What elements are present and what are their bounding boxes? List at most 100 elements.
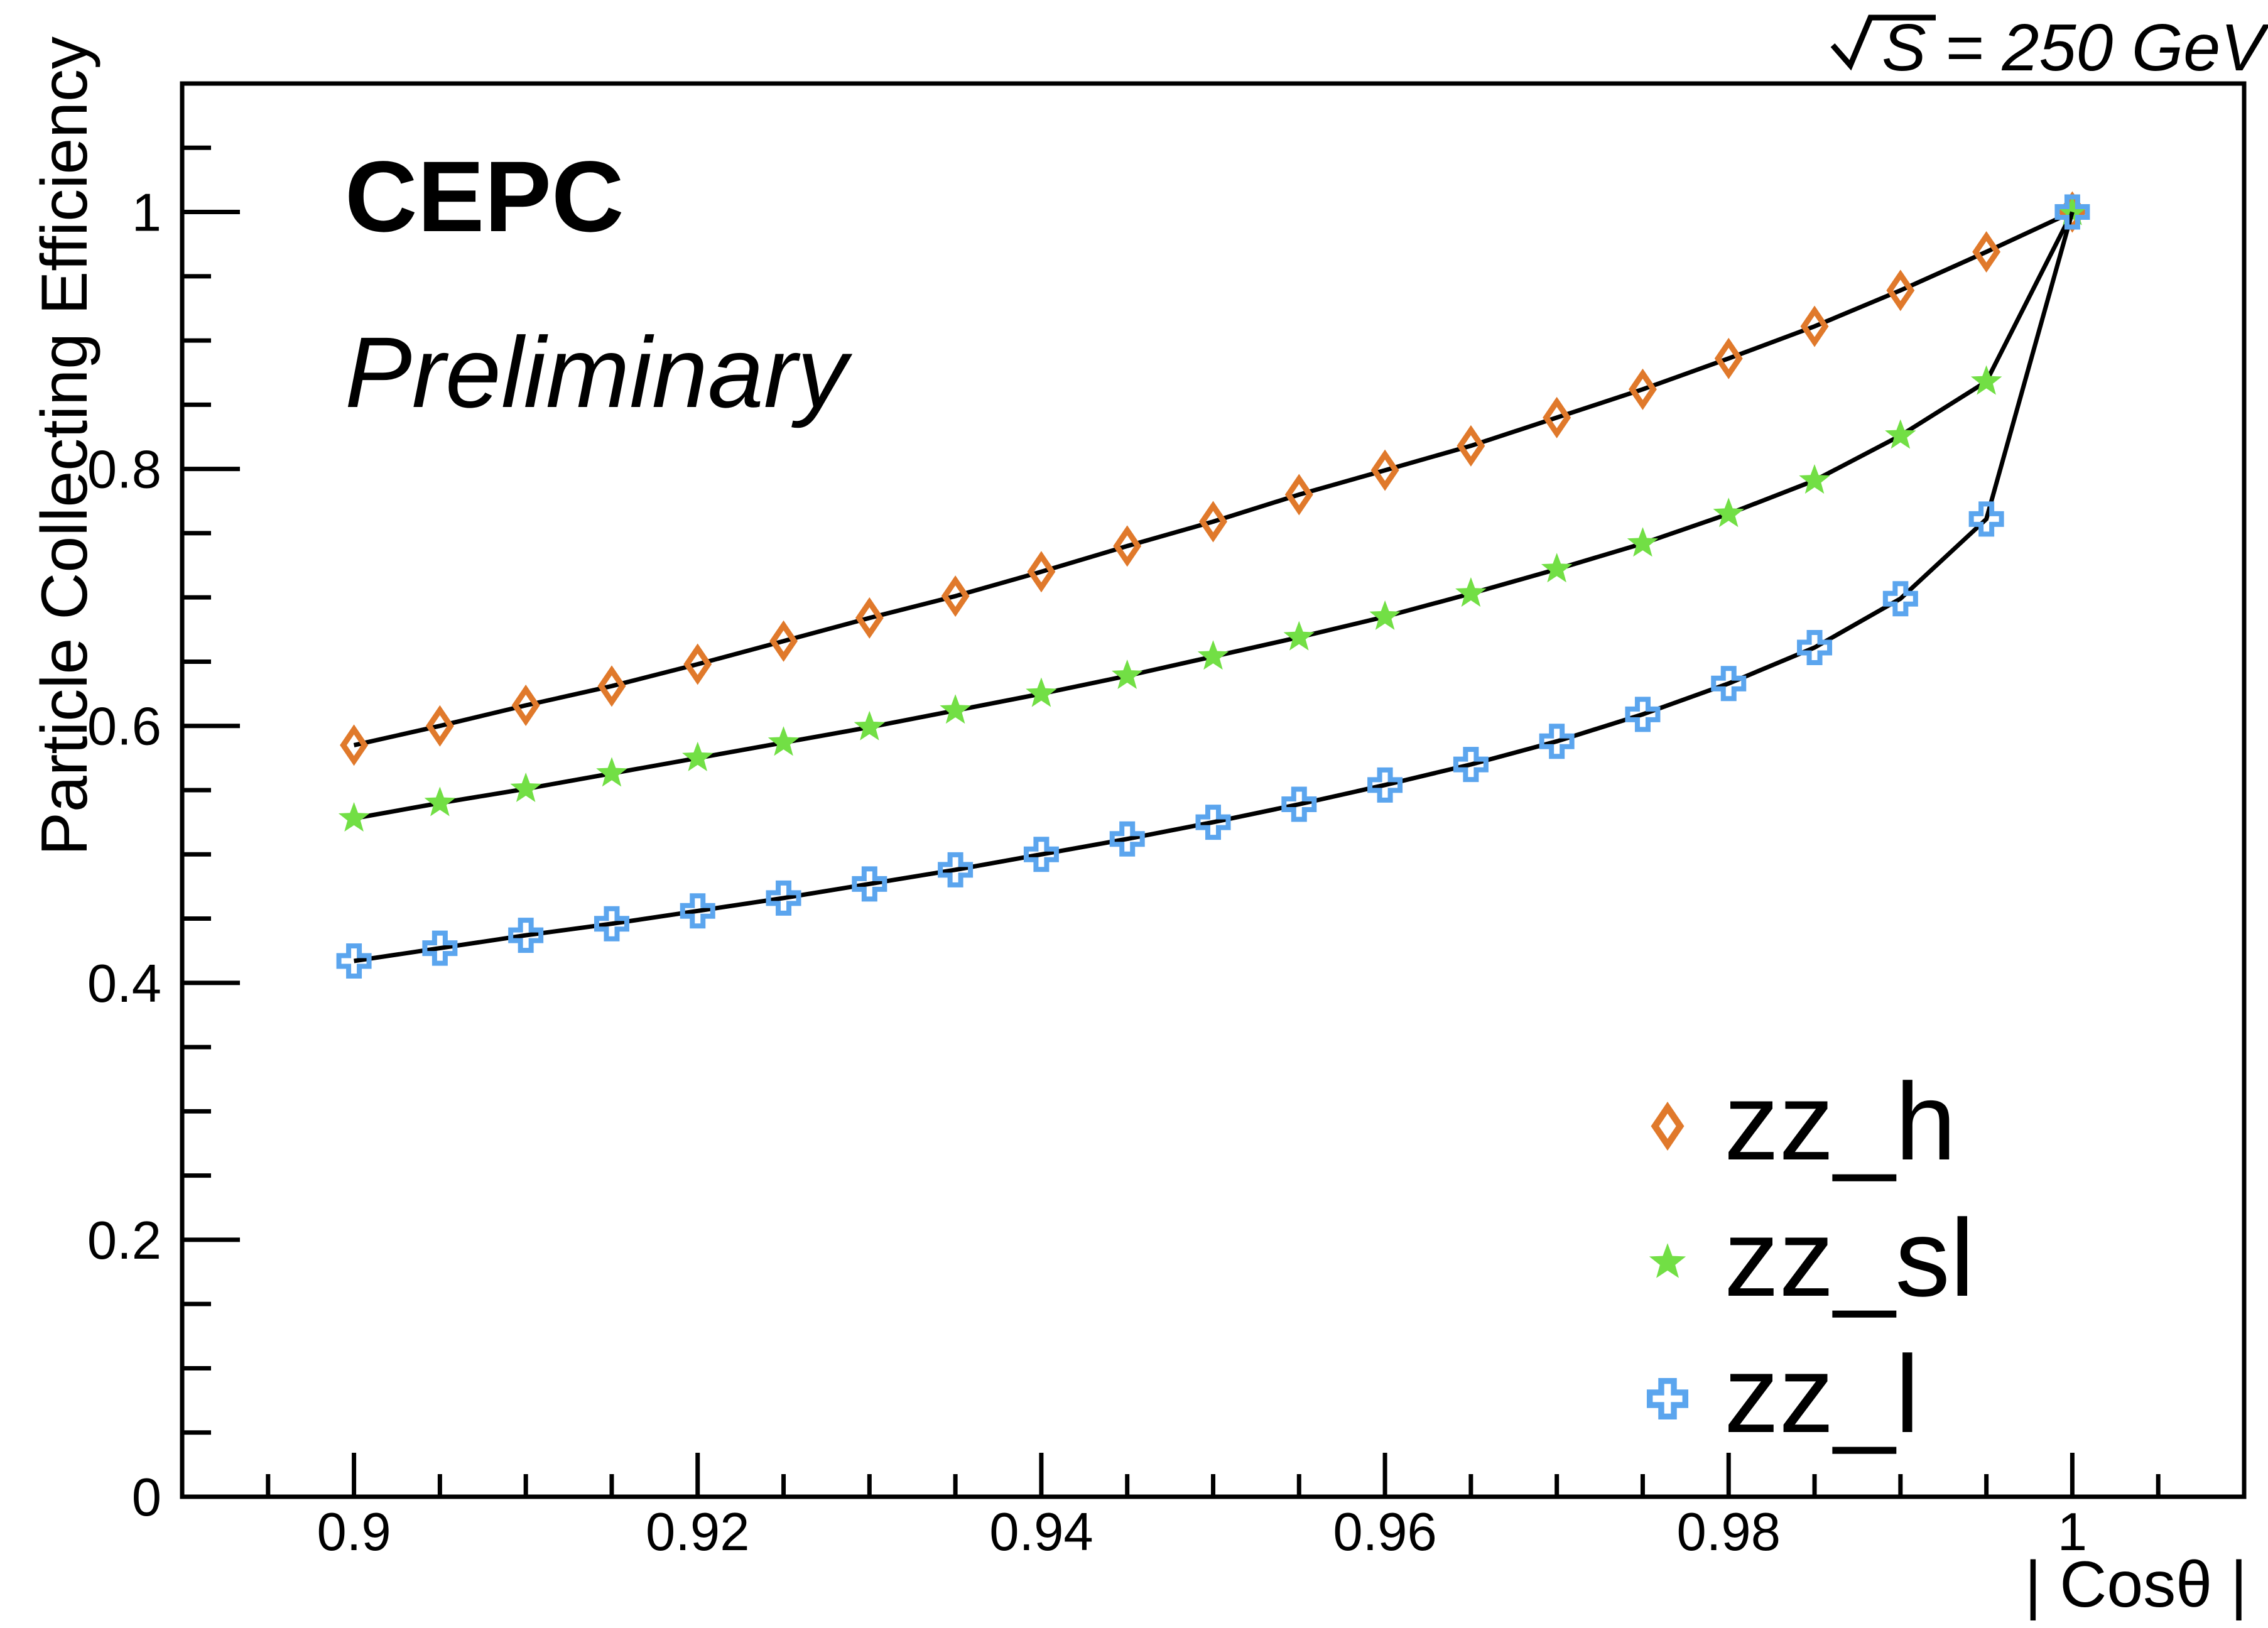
star-marker [854, 710, 886, 741]
x-tick-label: 0.92 [646, 1502, 749, 1562]
legend-item-zz_l: zz_l [1646, 1333, 1919, 1456]
y-tick-label: 0 [132, 1468, 161, 1528]
star-marker [1970, 365, 2002, 395]
open-cross-marker [1281, 786, 1317, 822]
open-diamond-marker [941, 575, 970, 617]
star-marker [1627, 527, 1659, 557]
open-diamond-marker [1113, 525, 1142, 567]
open-diamond-marker [855, 597, 884, 639]
legend-label: zz_h [1724, 1061, 1956, 1183]
star-icon [1649, 1243, 1686, 1278]
star-marker [1197, 640, 1229, 670]
open-cross-icon [1646, 1377, 1689, 1420]
open-diamond-marker [1370, 449, 1399, 491]
open-diamond-marker [1027, 551, 1056, 593]
open-diamond-marker [340, 724, 369, 766]
open-cross-marker [2054, 194, 2090, 230]
x-tick-label: 1 [2058, 1502, 2087, 1562]
series-zz_l [336, 194, 2090, 979]
series-line-zz_sl [353, 210, 2075, 821]
star-marker [682, 741, 713, 771]
open-diamond-marker [769, 620, 798, 662]
open-diamond-marker [425, 705, 454, 747]
open-cross-marker [1453, 747, 1489, 783]
open-diamond-marker [1714, 337, 1743, 379]
open-cross-marker [852, 866, 887, 902]
open-diamond-marker [1543, 396, 1571, 438]
legend-label: zz_sl [1724, 1197, 1975, 1320]
open-cross-marker [1646, 1377, 1689, 1420]
legend: zz_h zz_sl zz_l [1646, 1061, 1975, 1456]
y-axis: 0 0.2 0.4 0.6 0.8 1 [87, 145, 240, 1528]
energy-annotation-text: S = 250 GeV [1882, 11, 2268, 85]
star-marker [1799, 464, 1830, 494]
x-tick-label: 0.98 [1677, 1502, 1781, 1562]
open-diamond-marker [1886, 269, 1915, 312]
open-cross-marker [1711, 666, 1747, 702]
star-marker [596, 757, 627, 787]
y-tick-label: 0.4 [87, 954, 161, 1014]
open-diamond-marker [1651, 1102, 1685, 1151]
open-cross-marker [1539, 724, 1575, 759]
open-cross-marker [1797, 629, 1833, 665]
star-marker [2056, 195, 2088, 225]
open-diamond-marker [1284, 474, 1313, 516]
open-diamond-marker [1457, 425, 1485, 467]
open-cross-marker [422, 930, 458, 966]
x-tick-label: 0.9 [317, 1502, 391, 1562]
star-marker [1885, 419, 1916, 449]
data-series [336, 191, 2090, 979]
open-diamond-marker [1629, 368, 1657, 410]
open-cross-marker [1367, 767, 1403, 803]
star-marker [1026, 677, 1057, 707]
open-diamond-marker [511, 684, 540, 727]
plot-subtitle: Preliminary [345, 316, 853, 428]
open-diamond-marker [597, 665, 626, 707]
open-cross-marker [508, 918, 544, 953]
open-cross-marker [1023, 837, 1059, 872]
y-tick-label: 0.2 [87, 1211, 161, 1271]
series-line-zz_l [354, 211, 2075, 963]
star-marker [940, 694, 971, 724]
x-tick-label: 0.94 [989, 1502, 1093, 1562]
y-tick-label: 1 [132, 183, 161, 243]
open-diamond-marker [1199, 501, 1227, 543]
open-cross-marker [336, 943, 372, 979]
x-axis: 0.9 0.92 0.94 0.96 0.98 1 [266, 1453, 2161, 1562]
star-marker [1369, 600, 1401, 630]
open-diamond-marker [683, 643, 712, 685]
star-marker [1283, 621, 1315, 651]
star-marker [1713, 497, 1744, 528]
open-cross-marker [680, 893, 715, 929]
open-cross-marker [1968, 501, 2004, 537]
star-marker [1455, 577, 1487, 607]
y-tick-label: 0.8 [87, 440, 161, 500]
x-axis-title: | Cosθ | [2024, 1548, 2247, 1621]
series-zz_sl [338, 195, 2088, 832]
legend-label: zz_l [1724, 1333, 1919, 1456]
y-tick-label: 0.6 [87, 697, 161, 757]
open-diamond-icon [1651, 1102, 1685, 1151]
open-diamond-marker [1800, 305, 1829, 347]
open-cross-marker [1109, 821, 1145, 857]
open-cross-marker [1195, 805, 1231, 840]
open-cross-marker [594, 906, 629, 942]
legend-item-zz_sl: zz_sl [1649, 1197, 1975, 1320]
y-axis-title: Particle Collecting Efficiency [28, 36, 101, 855]
open-diamond-marker [1972, 231, 2001, 273]
star-marker [1541, 553, 1573, 583]
star-marker [510, 773, 541, 802]
series-line-zz_h [353, 210, 2073, 747]
open-cross-marker [1625, 697, 1661, 732]
star-marker [1112, 659, 1143, 689]
legend-item-zz_h: zz_h [1651, 1061, 1956, 1183]
x-tick-label: 0.96 [1333, 1502, 1436, 1562]
open-cross-marker [938, 852, 974, 887]
sqrt-radical-icon [1830, 14, 1936, 71]
star-marker [338, 802, 370, 832]
open-cross-marker [766, 880, 801, 916]
energy-annotation: S = 250 GeV [1830, 11, 2268, 85]
open-cross-marker [1882, 581, 1918, 617]
star-marker [424, 786, 456, 817]
star-marker [768, 726, 800, 756]
